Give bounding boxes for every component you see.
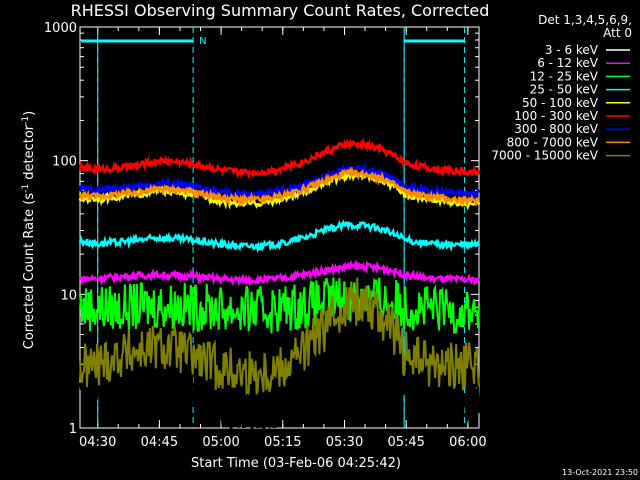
legend-label: 100 - 300 keV — [514, 109, 598, 123]
plot-frame — [79, 26, 480, 429]
y-axis-label-part: detector — [22, 124, 37, 184]
legend-header-line2: Att 0 — [603, 26, 632, 40]
legend-label: 7000 - 15000 keV — [491, 149, 598, 163]
legend-label: 800 - 7000 keV — [507, 135, 599, 149]
timestamp: 13-Oct-2021 23:50 — [562, 468, 638, 477]
flag-label: N — [199, 36, 206, 47]
chart-title: RHESSI Observing Summary Count Rates, Co… — [71, 1, 490, 20]
legend-label: 25 - 50 keV — [530, 83, 599, 97]
x-tick-label: 06:00 — [449, 435, 486, 450]
series-line — [79, 295, 480, 429]
y-tick-label: 100 — [52, 155, 77, 170]
legend-label: 50 - 100 keV — [522, 96, 599, 110]
x-tick-label: 05:45 — [387, 435, 424, 450]
y-axis-label: Corrected Count Rate (s-1 detector-1) — [21, 111, 37, 349]
legend-label: 12 - 25 keV — [530, 69, 599, 83]
series-line — [78, 165, 481, 209]
y-axis-label-part: ) — [22, 111, 37, 116]
series-line — [78, 161, 481, 202]
y-tick-label: 1000 — [44, 21, 77, 36]
legend-label: 300 - 800 keV — [514, 122, 598, 136]
y-axis-label-superscript: -1 — [21, 116, 31, 125]
series-line — [79, 259, 481, 288]
y-axis-label-part: Corrected Count Rate (s — [22, 193, 37, 350]
y-tick-label: 1 — [69, 422, 77, 437]
series-line — [78, 219, 481, 254]
legend-label: 3 - 6 keV — [545, 43, 599, 57]
x-tick-label: 04:45 — [141, 435, 178, 450]
y-axis-label-superscript: -1 — [21, 184, 31, 193]
x-tick-label: 04:30 — [79, 435, 116, 450]
series-line — [79, 277, 480, 396]
y-axis-label-text: Corrected Count Rate (s-1 detector-1) — [21, 111, 37, 349]
legend-header-line1: Det 1,3,4,5,6,9, — [538, 13, 632, 27]
y-tick-label: 10 — [60, 288, 77, 303]
legend-label: 6 - 12 keV — [537, 56, 599, 70]
series-line — [79, 277, 480, 334]
x-axis-label: Start Time (03-Feb-06 04:25:42) — [191, 456, 401, 471]
x-tick-label: 05:30 — [326, 435, 363, 450]
series-line — [78, 137, 481, 180]
x-tick-label: 05:00 — [202, 435, 239, 450]
x-tick-label: 05:15 — [264, 435, 301, 450]
plot-area — [78, 26, 481, 429]
